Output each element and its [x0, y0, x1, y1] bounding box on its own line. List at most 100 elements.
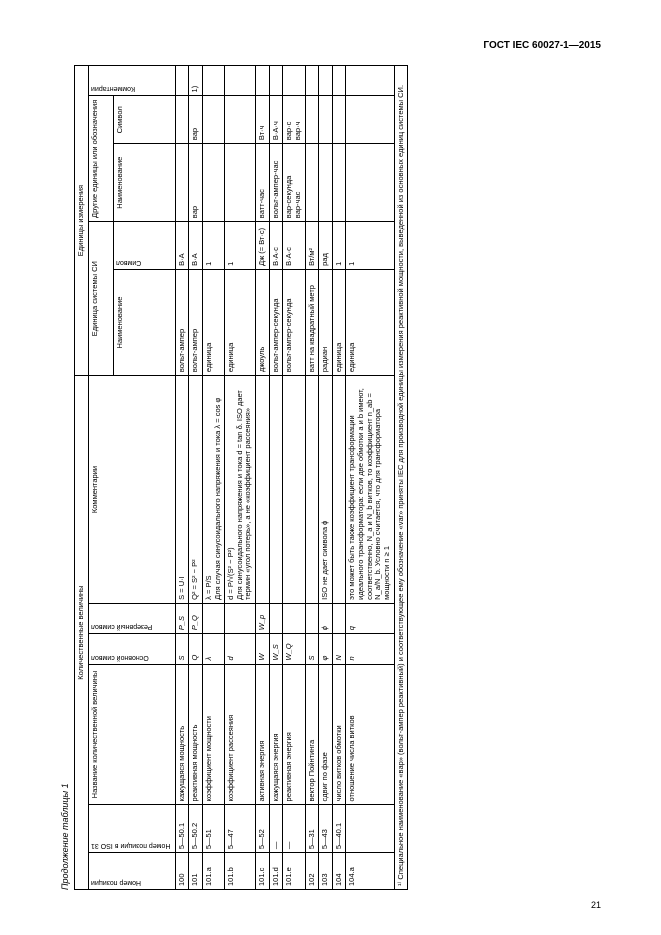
col-commentu: Комментарии [88, 66, 175, 96]
cell-iso [346, 805, 394, 853]
cell-si-sym: 1 [202, 222, 224, 270]
cell-name: сдвиг по фазе [319, 664, 333, 805]
cell-comment [269, 376, 283, 604]
cell-ou-name: вольт-ампер-час [269, 144, 283, 222]
col-iso: Номер позиции в ISO 31 [88, 805, 175, 853]
cell-comment-u [332, 66, 346, 96]
cell-ressym: P_S [175, 603, 189, 633]
table-row: 101.c5—52активная энергияWW_pджоульДж (=… [256, 66, 270, 890]
col-ressym: Резервный символ [88, 603, 175, 633]
cell-ou-sym [332, 96, 346, 144]
cell-comment [305, 376, 319, 604]
cell-si-name: единица [202, 269, 224, 375]
cell-comment [332, 376, 346, 604]
cell-ou-sym: В·А·ч [269, 96, 283, 144]
cell-mainsym: λ [202, 634, 224, 664]
cell-pos: 101.b [225, 853, 256, 890]
cell-si-name: единица [332, 269, 346, 375]
cell-mainsym: W_Q [283, 634, 305, 664]
cell-comment-u [269, 66, 283, 96]
hdr-units: Единицы измерения [75, 66, 89, 376]
cell-ressym [225, 603, 256, 633]
col-si-name: Наименование [114, 269, 176, 375]
cell-mainsym: Q [189, 634, 203, 664]
cell-name: вектор Пойнтинга [305, 664, 319, 805]
cell-ressym [202, 603, 224, 633]
col-si: Единица системы СИ [88, 222, 114, 376]
cell-si-name: джоуль [256, 269, 270, 375]
standard-header: ГОСТ IEC 60027-1—2015 [60, 40, 601, 51]
col-pos: Номер позиции [88, 853, 175, 890]
cell-ou-sym: вар [189, 96, 203, 144]
cell-mainsym: φ [319, 634, 333, 664]
table-row: 1015—50.2реактивная мощностьQP_QQ² = S² … [189, 66, 203, 890]
cell-iso: 5—50.1 [175, 805, 189, 853]
cell-name: отношение числа витков [346, 664, 394, 805]
table-footnote: ¹⁾ Специальное наименование «вар» (вольт… [394, 66, 408, 890]
cell-ou-name: ватт-час [256, 144, 270, 222]
cell-comment-u [283, 66, 305, 96]
col-commentq: Комментарии [88, 376, 175, 604]
cell-si-sym: В·А [189, 222, 203, 270]
table-row: 1045—40.1число витков обмоткиNединица1 [332, 66, 346, 890]
cell-pos: 104.a [346, 853, 394, 890]
cell-name: реактивная мощность [189, 664, 203, 805]
cell-si-name: вольт-ампер [175, 269, 189, 375]
cell-si-sym: В·А [175, 222, 189, 270]
cell-ou-name [346, 144, 394, 222]
cell-si-name: единица [346, 269, 394, 375]
cell-name: кажущаяся мощность [175, 664, 189, 805]
cell-si-sym: Дж (= Вт·с) [256, 222, 270, 270]
cell-ou-sym [175, 96, 189, 144]
cell-name: коэффициент рассеяния [225, 664, 256, 805]
cell-comment-u: 1) [189, 66, 203, 96]
cell-pos: 104 [332, 853, 346, 890]
hdr-quantities: Количественные величины [75, 376, 89, 890]
cell-iso: 5—40.1 [332, 805, 346, 853]
cell-ou-sym [202, 96, 224, 144]
cell-ressym [332, 603, 346, 633]
cell-pos: 101 [189, 853, 203, 890]
cell-mainsym: d [225, 634, 256, 664]
cell-iso: 5—51 [202, 805, 224, 853]
cell-iso: 5—47 [225, 805, 256, 853]
cell-si-sym: В·А·с [269, 222, 283, 270]
cell-comment [283, 376, 305, 604]
cell-pos: 102 [305, 853, 319, 890]
cell-ressym: P_Q [189, 603, 203, 633]
cell-si-sym: Вт/м² [305, 222, 319, 270]
cell-mainsym: W_S [269, 634, 283, 664]
cell-si-name: вольт-ампер-секунда [269, 269, 283, 375]
cell-si-sym: 1 [225, 222, 256, 270]
cell-mainsym: S [305, 634, 319, 664]
table-row: 101.d—кажущаяся энергияW_Sвольт-ампер-се… [269, 66, 283, 890]
table-body: 1005—50.1кажущаяся мощностьSP_SS = U·Iво… [175, 66, 394, 890]
table-caption: Продолжение таблицы 1 [60, 65, 70, 890]
cell-ou-sym: Вт·ч [256, 96, 270, 144]
cell-ou-name: вар [189, 144, 203, 222]
cell-pos: 101.e [283, 853, 305, 890]
rotated-table-container: Продолжение таблицы 1 Количественные вел… [60, 65, 605, 890]
cell-si-sym: 1 [332, 222, 346, 270]
cell-pos: 101.c [256, 853, 270, 890]
cell-name: число витков обмотки [332, 664, 346, 805]
cell-comment: Q² = S² − P² [189, 376, 203, 604]
table-row: 101.b5—47коэффициент рассеянияd d = P/√(S… [225, 66, 256, 890]
cell-si-name: единица [225, 269, 256, 375]
cell-pos: 101.a [202, 853, 224, 890]
cell-comment-u [256, 66, 270, 96]
cell-name: коэффициент мощности [202, 664, 224, 805]
cell-comment: d = P/√(S² − P²)Для синусоидального напр… [225, 376, 256, 604]
cell-ressym: W_p [256, 603, 270, 633]
col-mainsym: Основной символ [88, 634, 175, 664]
cell-name: кажущаяся энергия [269, 664, 283, 805]
cell-ressym: q [346, 603, 394, 633]
cell-iso: 5—52 [256, 805, 270, 853]
cell-si-sym: рад [319, 222, 333, 270]
table-row: 104.aотношение числа витковnqэто может б… [346, 66, 394, 890]
cell-comment: S = U·I [175, 376, 189, 604]
cell-ressym [269, 603, 283, 633]
cell-ou-sym: вар·свар·ч [283, 96, 305, 144]
cell-ou-sym [305, 96, 319, 144]
cell-comment: это может быть также коэффициент трансфо… [346, 376, 394, 604]
